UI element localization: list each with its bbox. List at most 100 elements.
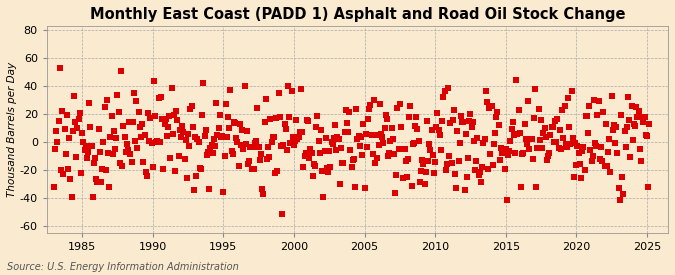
Point	[421, 169, 431, 174]
Point	[244, 159, 254, 163]
Point	[598, 110, 609, 114]
Point	[112, 93, 123, 97]
Point	[211, 101, 221, 105]
Point	[132, 146, 143, 150]
Point	[155, 140, 165, 144]
Point	[346, 164, 357, 169]
Point	[232, 140, 243, 144]
Point	[446, 161, 457, 166]
Point	[308, 161, 319, 166]
Point	[288, 143, 299, 147]
Point	[520, 137, 531, 141]
Point	[253, 144, 264, 149]
Point	[497, 151, 508, 156]
Point	[183, 132, 194, 136]
Point	[636, 159, 647, 164]
Point	[128, 120, 138, 124]
Point	[568, 135, 578, 140]
Point	[104, 184, 115, 189]
Point	[366, 132, 377, 137]
Point	[485, 152, 496, 156]
Point	[538, 131, 549, 135]
Point	[280, 126, 291, 131]
Point	[248, 167, 259, 171]
Point	[184, 144, 194, 148]
Point	[398, 176, 409, 180]
Point	[339, 130, 350, 134]
Point	[632, 115, 643, 119]
Point	[392, 106, 403, 110]
Point	[297, 129, 308, 134]
Point	[559, 103, 570, 108]
Point	[606, 94, 617, 98]
Point	[472, 136, 483, 140]
Point	[644, 122, 655, 127]
Point	[630, 124, 641, 128]
Point	[437, 118, 448, 123]
Point	[527, 156, 538, 161]
Point	[490, 131, 501, 135]
Point	[133, 110, 144, 114]
Point	[139, 133, 150, 138]
Point	[298, 164, 308, 169]
Point	[271, 116, 281, 120]
Point	[215, 135, 226, 139]
Y-axis label: Thousand Barrels per Day: Thousand Barrels per Day	[7, 62, 17, 197]
Point	[620, 145, 631, 150]
Point	[302, 118, 313, 123]
Point	[477, 165, 487, 169]
Point	[219, 154, 230, 158]
Point	[153, 96, 164, 101]
Point	[459, 188, 470, 192]
Point	[508, 132, 519, 137]
Point	[370, 160, 381, 165]
Point	[188, 124, 198, 129]
Point	[194, 166, 205, 170]
Point	[111, 136, 122, 140]
Point	[240, 142, 251, 146]
Point	[435, 148, 446, 152]
Point	[296, 87, 306, 92]
Point	[549, 119, 560, 123]
Point	[258, 191, 269, 196]
Point	[622, 124, 632, 129]
Point	[375, 102, 385, 106]
Point	[574, 162, 585, 167]
Point	[140, 170, 151, 174]
Point	[381, 117, 392, 122]
Point	[491, 114, 502, 119]
Point	[252, 106, 263, 111]
Point	[619, 129, 630, 134]
Point	[605, 170, 616, 174]
Point	[324, 149, 335, 153]
Point	[549, 140, 560, 144]
Point	[369, 98, 379, 102]
Point	[524, 147, 535, 151]
Point	[433, 128, 444, 132]
Point	[590, 141, 601, 146]
Point	[402, 175, 412, 179]
Point	[544, 151, 555, 156]
Point	[452, 129, 463, 133]
Point	[165, 155, 176, 160]
Point	[517, 152, 528, 156]
Point	[60, 152, 71, 156]
Point	[578, 145, 589, 150]
Point	[178, 130, 189, 134]
Point	[512, 131, 523, 136]
Point	[286, 89, 297, 93]
Point	[562, 145, 572, 149]
Point	[440, 168, 451, 172]
Point	[261, 157, 272, 161]
Point	[176, 135, 186, 139]
Point	[525, 137, 536, 141]
Point	[350, 185, 360, 190]
Point	[204, 186, 215, 191]
Point	[152, 139, 163, 144]
Point	[592, 113, 603, 117]
Point	[69, 94, 80, 99]
Point	[193, 140, 204, 144]
Point	[263, 145, 273, 149]
Point	[284, 115, 294, 119]
Point	[499, 167, 510, 171]
